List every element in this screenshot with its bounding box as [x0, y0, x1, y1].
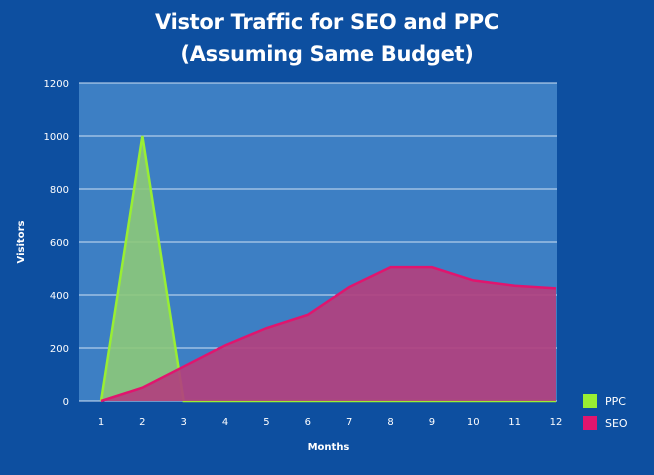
x-tick-label: 5	[263, 417, 269, 428]
legend-label-ppc: PPC	[605, 394, 626, 408]
series-line-seo	[100, 265, 557, 403]
x-tick-label: 9	[429, 417, 435, 428]
legend-swatch-ppc	[583, 394, 597, 408]
x-tick-label: 1	[98, 417, 104, 428]
y-tick-label: 0	[63, 397, 69, 408]
x-tick-label: 6	[305, 417, 311, 428]
x-tick-label: 12	[550, 417, 563, 428]
y-tick-label: 200	[50, 344, 69, 355]
x-axis-label: Months	[308, 442, 350, 453]
legend-item-seo: SEO	[583, 412, 628, 434]
y-axis-label: Visitors	[16, 221, 27, 264]
y-tick-label: 600	[50, 238, 69, 249]
chart-title-line1: Vistor Traffic for SEO and PPC	[154, 10, 499, 34]
series-layer	[99, 135, 557, 403]
x-tick-label: 4	[222, 417, 228, 428]
legend-item-ppc: PPC	[583, 390, 628, 412]
series-area-seo	[101, 267, 556, 401]
x-tick-label: 11	[508, 417, 521, 428]
y-tick-label: 1200	[44, 79, 69, 90]
y-tick-label: 400	[50, 291, 69, 302]
x-tick-label: 7	[346, 417, 352, 428]
y-tick-label: 800	[50, 185, 69, 196]
chart-title-line2: (Assuming Same Budget)	[180, 42, 474, 66]
legend-label-seo: SEO	[605, 416, 628, 430]
x-tick-label: 10	[467, 417, 480, 428]
x-tick-label: 2	[139, 417, 145, 428]
legend-swatch-seo	[583, 416, 597, 430]
legend: PPC SEO	[583, 390, 628, 434]
series-area-ppc	[101, 136, 556, 401]
x-tick-label: 8	[387, 417, 393, 428]
x-tick-label: 3	[181, 417, 187, 428]
y-tick-label: 1000	[44, 132, 69, 143]
